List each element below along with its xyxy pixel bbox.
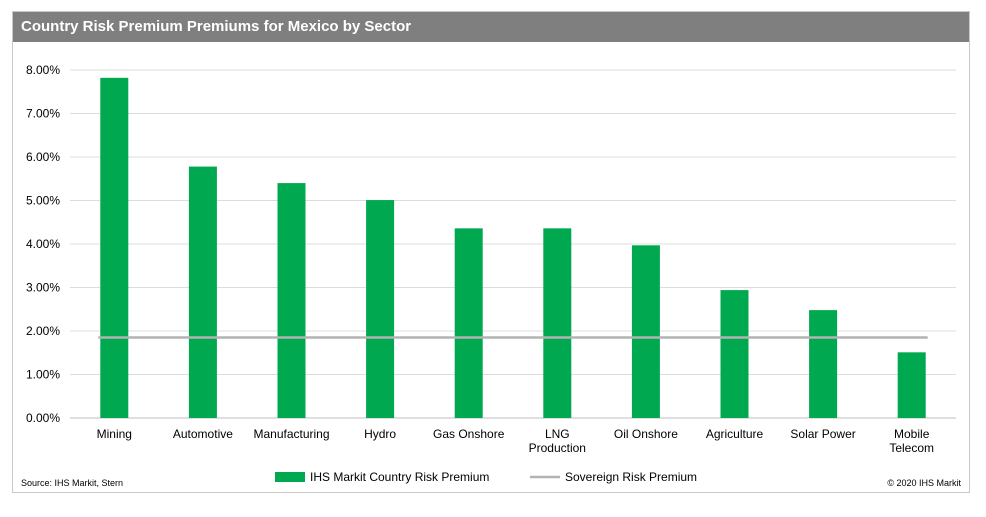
legend-label-bar: IHS Markit Country Risk Premium — [310, 470, 489, 484]
x-tick-label: Agriculture — [706, 427, 764, 441]
x-tick-label: Mobile Telecom — [889, 427, 934, 455]
y-tick-label: 6.00% — [26, 150, 60, 164]
chart-title: Country Risk Premium Premiums for Mexico… — [13, 12, 969, 42]
source-note: Source: IHS Markit, Stern — [21, 478, 124, 488]
y-tick-label: 0.00% — [26, 411, 60, 425]
bar — [277, 183, 306, 418]
chart-frame: Country Risk Premium Premiums for Mexico… — [12, 11, 970, 493]
bar — [366, 200, 395, 418]
bar — [897, 352, 926, 418]
bar — [720, 290, 749, 418]
x-tick-label: Automotive — [173, 427, 233, 441]
x-tick-label: Hydro — [364, 427, 396, 441]
x-tick-label: Mining — [97, 427, 132, 441]
y-tick-label: 7.00% — [26, 107, 60, 121]
x-tick-label: LNG Production — [529, 427, 586, 455]
copyright-note: © 2020 IHS Markit — [887, 478, 961, 488]
x-tick-label: Solar Power — [790, 427, 855, 441]
y-tick-label: 3.00% — [26, 281, 60, 295]
bar-chart: 0.00% 1.00% 2.00% 3.00% 4.00% 5.00% 6.00% 7.00%… — [26, 63, 956, 484]
y-tick-label: 2.00% — [26, 324, 60, 338]
y-tick-label: 8.00% — [26, 63, 60, 77]
y-tick-label: 4.00% — [26, 237, 60, 251]
x-tick-label: Oil Onshore — [614, 427, 678, 441]
y-tick-label: 1.00% — [26, 368, 60, 382]
bar — [454, 228, 483, 418]
bar — [809, 310, 838, 418]
legend-label-line: Sovereign Risk Premium — [565, 470, 697, 484]
bar — [543, 228, 572, 418]
y-tick-label: 5.00% — [26, 194, 60, 208]
bar — [100, 77, 129, 418]
legend-swatch-bar — [275, 472, 305, 482]
bar — [188, 166, 217, 418]
x-tick-label: Manufacturing — [253, 427, 329, 441]
bar — [631, 245, 660, 418]
x-tick-label: Gas Onshore — [433, 427, 505, 441]
